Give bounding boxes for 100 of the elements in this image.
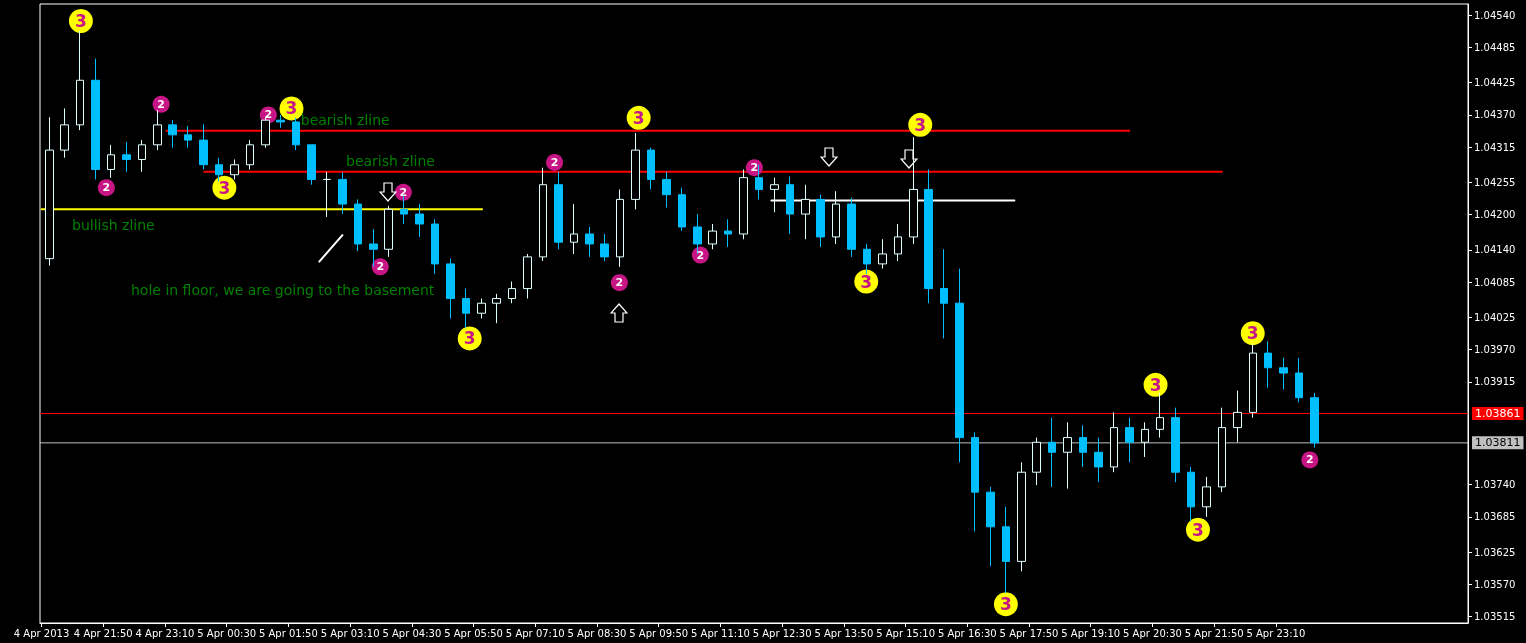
candlestick [431,218,439,275]
x-tick-label: 5 Apr 01:50 [258,627,318,639]
candlestick [369,228,378,268]
candlestick [1017,461,1026,572]
x-tick-label: 5 Apr 08:30 [567,627,627,639]
candlestick [585,226,594,258]
candlestick [955,268,964,463]
candlestick [477,298,486,319]
annotation: 3 [860,271,873,292]
candlestick [647,147,655,190]
candlestick [1279,357,1288,390]
candlestick [168,119,177,149]
y-tick-label: 1.03685 [1474,511,1516,523]
x-tick-label: 5 Apr 05:50 [444,627,503,639]
x-tick-label: 5 Apr 19:10 [1061,627,1121,639]
candlestick [894,223,902,262]
candlestick [523,253,532,300]
y-tick-label: 1.04315 [1474,141,1516,153]
x-tick-label: 5 Apr 04:30 [382,627,442,639]
candlestick [1156,392,1164,439]
candlestick [1310,392,1319,449]
candlestick [1264,340,1272,389]
candlestick [400,194,408,225]
candlestick [786,176,794,235]
annotation: 2 [157,97,165,111]
candlestick [770,177,779,213]
candlestick [816,194,825,248]
candlestick [1141,421,1149,458]
candlestick [847,197,856,258]
candlestick [184,125,192,149]
x-tick-label: 5 Apr 20:30 [1123,627,1182,639]
candlestick [1202,476,1211,518]
y-tick-label: 1.03515 [1474,611,1516,623]
y-tick-label: 1.04485 [1474,41,1516,53]
x-tick-label: 5 Apr 03:10 [320,627,380,639]
candlestick [1094,437,1103,483]
candlestick [384,205,393,258]
annotation: 2 [696,248,705,262]
annotation: 2 [550,155,559,169]
annotation: 2 [750,161,759,175]
annotation: 3 [632,107,645,128]
y-tick-label: 1.03570 [1474,578,1516,590]
annotation: bullish zline [72,217,155,233]
candlestick [508,281,516,304]
annotation: 2 [264,108,273,122]
y-tick-label: 1.04425 [1474,77,1516,89]
candlestick [415,203,424,238]
y-tick-label: 1.03915 [1474,376,1516,388]
candlestick [261,117,270,149]
candlestick [246,139,254,170]
y-tick-label: 1.04085 [1474,276,1516,288]
candlestick [724,218,732,248]
annotation: 3 [1192,519,1204,540]
candlestick [354,198,362,252]
candlestick [832,190,840,245]
candlestick [76,30,84,131]
candlestick [863,243,871,275]
candlestick [276,114,285,129]
candlestick [1079,424,1087,468]
candlestick [292,117,300,151]
candlestick [986,486,995,567]
candlestick [138,139,146,173]
x-tick-label: 5 Apr 11:10 [691,627,750,639]
annotation: 3 [463,328,476,349]
candlestick [971,431,979,532]
candlestick [446,258,455,319]
annotation: 3 [1149,374,1162,395]
candlestick [631,132,640,210]
candlestick [199,123,208,170]
x-tick-label: 5 Apr 21:50 [1184,627,1244,639]
x-tick-label: 5 Apr 17:50 [999,627,1059,639]
candlestick [45,116,54,267]
candlestick [215,157,223,183]
candlestick [1249,342,1257,419]
candlestick [570,203,578,255]
candlestick [909,136,918,245]
candlestick [1048,417,1056,488]
annotation: 2 [102,181,111,195]
candlestick [616,188,624,268]
candlestick [1218,407,1226,493]
y-tick-label: 1.04200 [1474,209,1516,221]
annotation: 2 [1306,453,1314,467]
candlestick [600,233,609,262]
y-tick-label: 1.04370 [1474,109,1516,121]
y-tick-label: 1.03970 [1474,344,1516,356]
y-tick-label: 1.04540 [1474,9,1516,21]
candlestick [1063,421,1072,490]
candlestick [678,187,686,232]
candlestick [307,144,316,186]
y-tick-label: 1.03625 [1474,546,1516,558]
annotation: 3 [914,114,927,135]
candlestick [662,171,671,209]
candlestick [1032,437,1041,486]
candlestick [60,107,69,159]
candlestick [338,171,347,215]
annotation: 3 [999,594,1012,615]
candlestick [1171,407,1180,483]
x-tick-label: 4 Apr 21:50 [73,627,133,639]
y-tick-label: 1.04025 [1474,311,1516,323]
candlestick [554,171,563,250]
